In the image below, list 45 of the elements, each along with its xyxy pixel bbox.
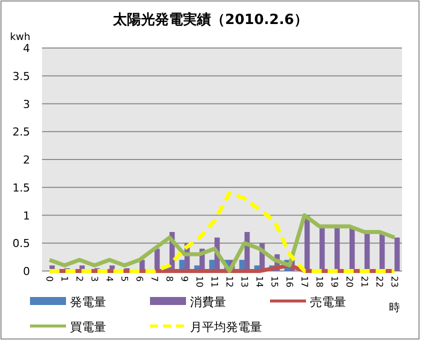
x-tick-label: 20 <box>344 276 354 288</box>
x-tick-label: 22 <box>374 276 384 288</box>
bar <box>320 226 325 271</box>
line-series <box>48 190 396 273</box>
bar <box>334 226 340 271</box>
x-tick-label: 8 <box>164 276 174 282</box>
line-series <box>48 213 396 273</box>
x-tick-label: 16 <box>284 276 294 288</box>
x-tick-label: 7 <box>148 276 158 282</box>
x-axis-title: 時 <box>389 301 400 314</box>
x-tick-label: 9 <box>178 276 188 282</box>
legend-label: 消費量 <box>190 295 226 309</box>
legend-label: 買電量 <box>70 320 106 334</box>
x-tick-label: 12 <box>224 276 234 288</box>
x-tick-label: 17 <box>298 276 308 288</box>
x-tick-label: 18 <box>314 276 324 288</box>
x-tick-label: 1 <box>58 276 68 282</box>
x-tick-label: 19 <box>328 276 338 288</box>
legend-label: 発電量 <box>70 295 106 309</box>
x-tick-label: 11 <box>208 276 218 288</box>
y-tick-label: 3.5 <box>12 70 30 83</box>
x-tick-label: 14 <box>254 276 264 288</box>
x-tick-label: 23 <box>388 276 398 288</box>
legend-label: 月平均発電量 <box>190 320 262 334</box>
x-tick-label: 15 <box>268 276 278 288</box>
x-tick-label: 13 <box>238 276 248 288</box>
x-tick-label: 10 <box>194 276 204 288</box>
x-tick-label: 5 <box>118 276 128 282</box>
y-tick-label: 0.5 <box>12 237 30 250</box>
y-tick-label: 3 <box>23 98 30 111</box>
x-tick-label: 4 <box>104 276 114 282</box>
y-tick-label: 4 <box>23 42 30 55</box>
chart-title: 太陽光発電実績（2010.2.6） <box>112 11 308 28</box>
x-tick-label: 2 <box>74 276 84 282</box>
legend-label: 売電量 <box>310 295 346 309</box>
y-tick-label: 2.5 <box>12 126 30 139</box>
x-tick-label: 21 <box>358 276 368 288</box>
x-tick-label: 3 <box>88 276 98 282</box>
x-tick-label: 6 <box>134 276 144 282</box>
y-tick-label: 2 <box>23 154 30 166</box>
bar <box>394 238 400 271</box>
y-axis-title: kwh <box>10 32 30 43</box>
y-tick-label: 1 <box>23 209 30 222</box>
x-tick-label: 0 <box>44 276 54 282</box>
y-tick-label: 1.5 <box>12 181 30 194</box>
